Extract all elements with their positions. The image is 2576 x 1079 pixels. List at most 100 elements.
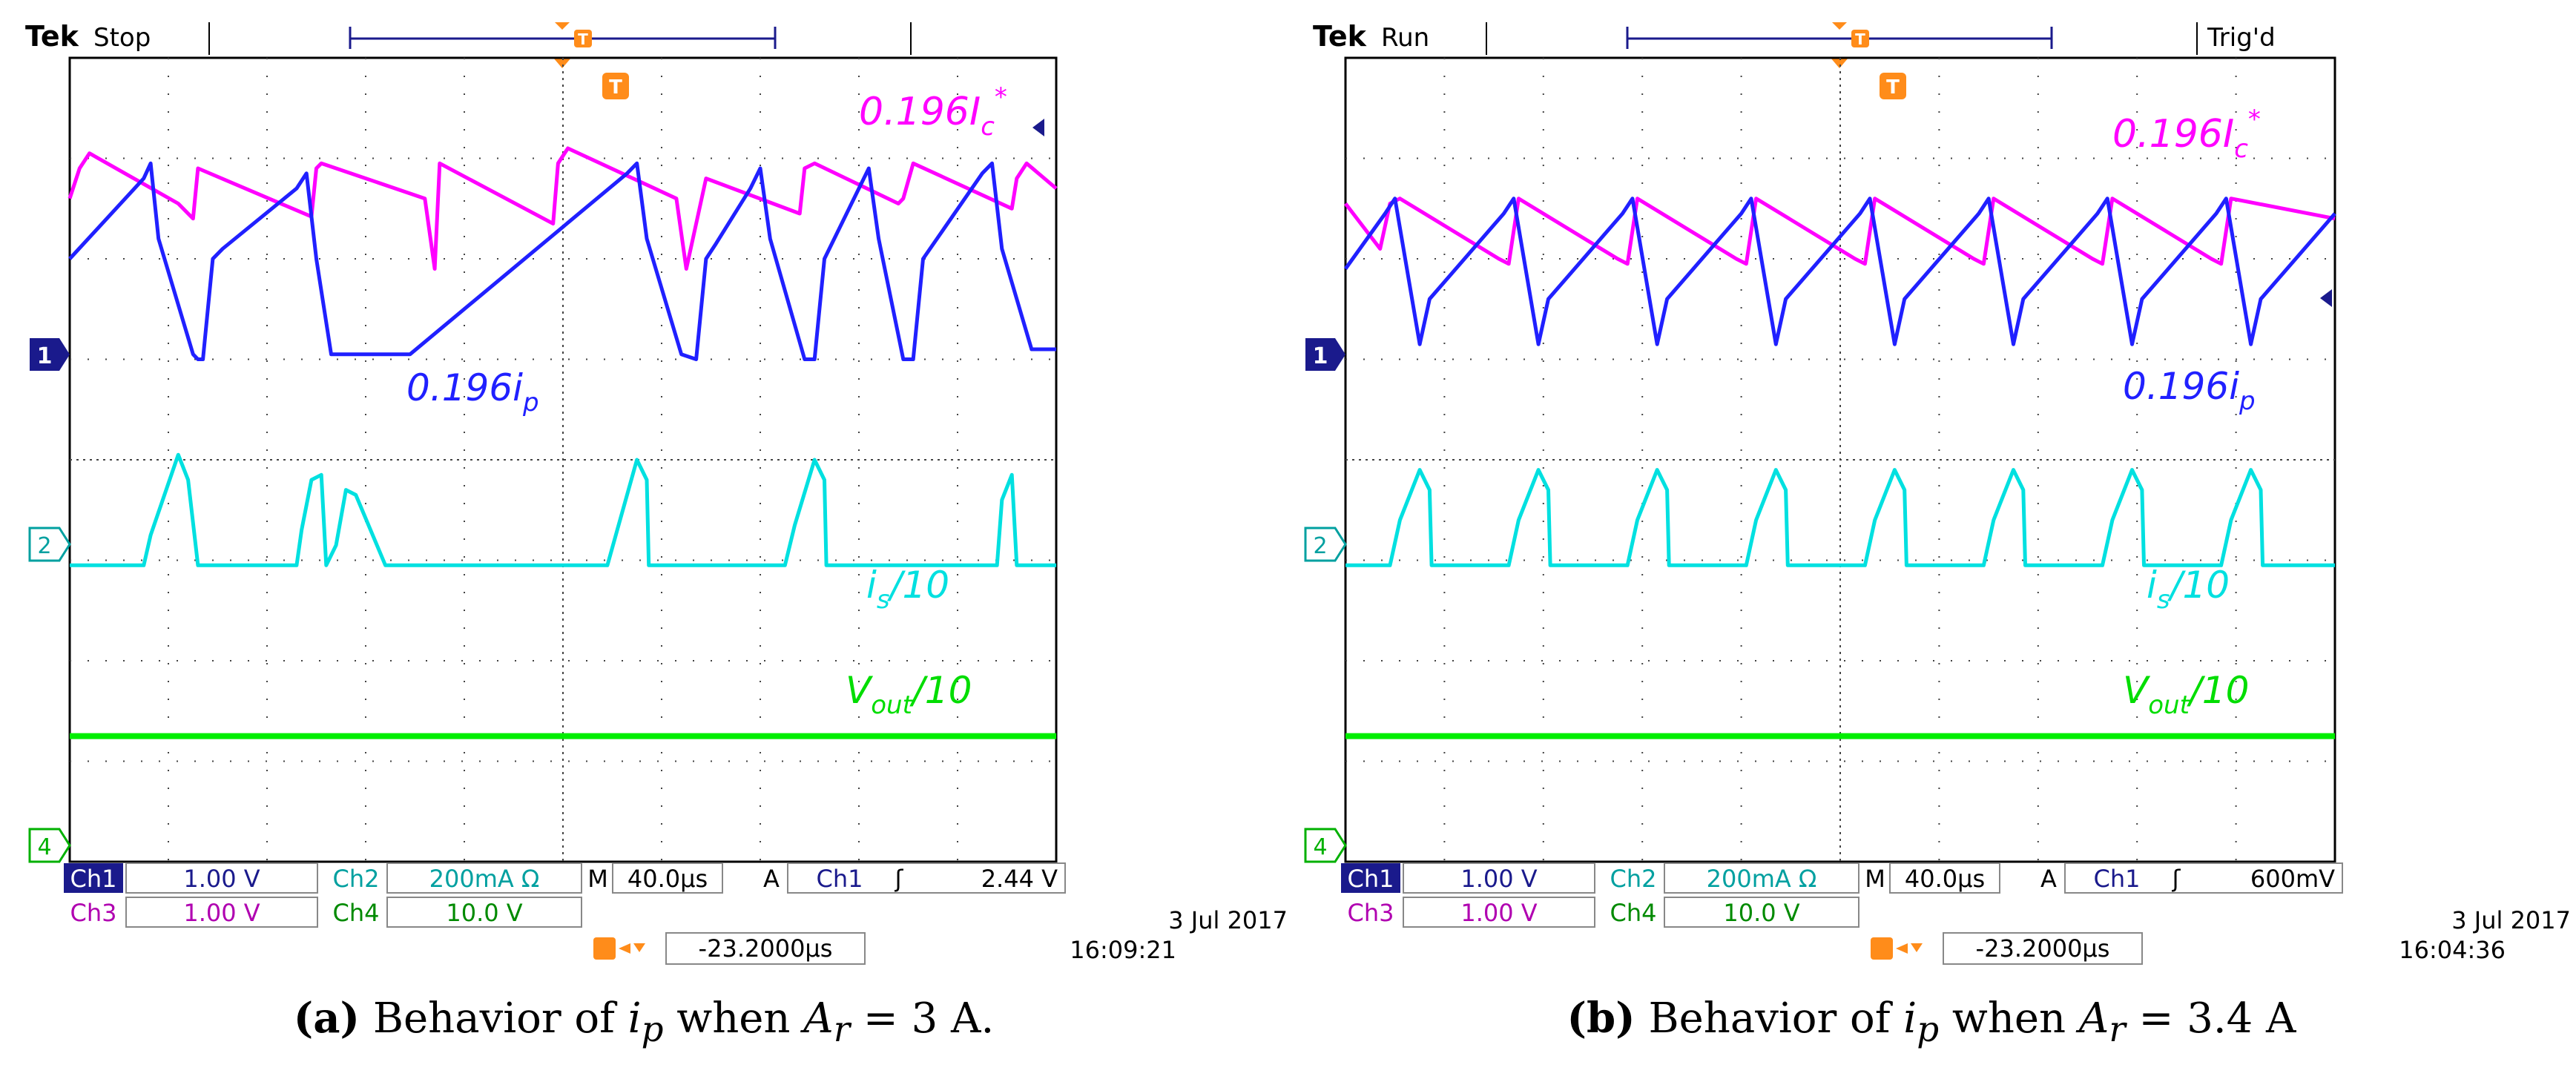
ch4-ground-marker: 4 bbox=[28, 828, 71, 863]
ip-trace-label: 0.196ip bbox=[2123, 365, 2256, 416]
ch3-scale: 1.00 V bbox=[183, 899, 260, 927]
trace-ch2 bbox=[1345, 468, 2335, 567]
trace-ch2 bbox=[70, 452, 1056, 567]
caption-a-var2: A bbox=[803, 994, 834, 1043]
record-window-indicator: T bbox=[349, 22, 777, 49]
delay-arrow-icon bbox=[1896, 943, 1908, 954]
vout-trace-label: Vout/10 bbox=[846, 669, 972, 720]
scope-panel-b: Tek Run Trig'd T T 1 2 4 bbox=[1288, 0, 2575, 1079]
timebase-tag: M bbox=[1865, 865, 1885, 893]
ch3-tag: Ch3 bbox=[70, 899, 117, 927]
ch4-scale: 10.0 V bbox=[1723, 899, 1799, 927]
trace-ch1 bbox=[68, 161, 1056, 361]
date-readout: 3 Jul 2017 bbox=[2451, 906, 2571, 934]
timebase-tag: M bbox=[587, 865, 608, 893]
acq-state: Run bbox=[1381, 23, 1429, 53]
trigger-position-arrow bbox=[553, 58, 571, 68]
ch4-tag: Ch4 bbox=[1610, 899, 1657, 927]
graticule-a bbox=[68, 56, 1058, 863]
tek-logo: Tek bbox=[1313, 20, 1367, 53]
window-trigger-label: T bbox=[578, 30, 588, 48]
date-readout: 3 Jul 2017 bbox=[1168, 906, 1288, 934]
trigger-source: Ch1 bbox=[817, 865, 863, 893]
ch1-tag: Ch1 bbox=[1348, 865, 1394, 893]
scope-panel-a: Tek Stop T T 1 2 bbox=[0, 20, 1288, 1050]
ch2-tag: Ch2 bbox=[333, 865, 380, 893]
ch4-marker-label: 4 bbox=[37, 834, 51, 860]
caption-b-post: = 3.4 A bbox=[2125, 994, 2296, 1043]
trigger-tag: A bbox=[763, 865, 780, 893]
ch4-tag: Ch4 bbox=[333, 899, 380, 927]
caption-a: (a) Behavior of ip when Ar = 3 A. bbox=[0, 994, 1288, 1050]
delay-trigger-icon bbox=[593, 937, 616, 960]
caption-b-sub2: r bbox=[2109, 1010, 2126, 1051]
ch4-marker-label: 4 bbox=[1313, 834, 1327, 860]
is-trace-label: is/10 bbox=[866, 564, 949, 615]
readout-b: Ch1 1.00 V Ch2 200mA Ω M 40.0µs A Ch1 ʃ … bbox=[1341, 862, 2571, 965]
caption-b: (b) Behavior of ip when Ar = 3.4 A bbox=[1288, 994, 2575, 1050]
trace-ch3 bbox=[1344, 197, 2336, 266]
delay-trigger-icon bbox=[1871, 937, 1893, 960]
caption-b-pre: Behavior of bbox=[1648, 994, 1904, 1043]
window-trigger-label: T bbox=[1855, 30, 1865, 48]
caption-b-var2: A bbox=[2078, 994, 2109, 1043]
timebase-value: 40.0µs bbox=[627, 865, 708, 893]
is-trace-label: is/10 bbox=[2147, 564, 2230, 615]
record-window-indicator: T bbox=[1626, 22, 2053, 49]
ic-trace-label: 0.196Ic* bbox=[2112, 105, 2261, 164]
trigger-delay: -23.2000µs bbox=[1976, 934, 2110, 963]
ch2-scale: 200mA Ω bbox=[429, 865, 540, 893]
caption-a-var: i bbox=[627, 994, 642, 1043]
ch3-scale: 1.00 V bbox=[1460, 899, 1537, 927]
ch2-ground-marker: 2 bbox=[28, 527, 71, 562]
ch1-scale: 1.00 V bbox=[1460, 865, 1537, 893]
ch2-ground-marker: 2 bbox=[1304, 527, 1347, 562]
caption-b-var: i bbox=[1903, 994, 1917, 1043]
trigger-slope-icon: ʃ bbox=[2172, 865, 2181, 893]
scope-screen-b: Tek Run Trig'd T T 1 2 4 bbox=[1304, 20, 2571, 965]
caption-a-post: = 3 A. bbox=[850, 994, 995, 1043]
trig-status: Trig'd bbox=[2207, 23, 2276, 53]
tek-logo: Tek bbox=[25, 20, 79, 53]
ch2-marker-label: 2 bbox=[37, 533, 51, 559]
caption-b-letter: (b) bbox=[1567, 994, 1635, 1043]
caption-a-pre: Behavior of bbox=[372, 994, 628, 1043]
caption-a-sub2: r bbox=[833, 1010, 851, 1051]
ch2-scale: 200mA Ω bbox=[1707, 865, 1817, 893]
trigger-marker-icon: T bbox=[602, 73, 629, 99]
ch1-marker-label: 1 bbox=[37, 343, 53, 369]
ip-trace-label: 0.196ip bbox=[406, 366, 539, 418]
ch1-scale: 1.00 V bbox=[183, 865, 260, 893]
ch3-tag: Ch3 bbox=[1348, 899, 1394, 927]
trigger-marker-label: T bbox=[609, 76, 622, 99]
trigger-source: Ch1 bbox=[2094, 865, 2141, 893]
ch1-ref-arrow-icon bbox=[1032, 119, 1044, 136]
ch2-marker-label: 2 bbox=[1313, 533, 1327, 559]
acq-state: Stop bbox=[93, 23, 151, 53]
time-readout: 16:04:36 bbox=[2399, 936, 2506, 964]
trace-ch1 bbox=[1343, 197, 2336, 346]
trigger-level: 600mV bbox=[2250, 865, 2335, 893]
caption-a-mid: when bbox=[663, 994, 804, 1043]
graticule-b bbox=[1344, 56, 2336, 863]
caption-b-sub: p bbox=[1917, 1010, 1940, 1051]
caption-a-letter: (a) bbox=[293, 994, 360, 1043]
traces-b bbox=[1343, 197, 2336, 739]
trigger-slope-icon: ʃ bbox=[895, 865, 904, 893]
time-readout: 16:09:21 bbox=[1070, 936, 1176, 964]
timebase-value: 40.0µs bbox=[1905, 865, 1985, 893]
trigger-marker-icon: T bbox=[1880, 73, 1906, 99]
ch1-ground-marker: 1 bbox=[30, 338, 70, 371]
trigger-level: 2.44 V bbox=[981, 865, 1058, 893]
trigger-position-arrow bbox=[1831, 58, 1848, 68]
readout-a: Ch1 1.00 V Ch2 200mA Ω M 40.0µs A Ch1 ʃ … bbox=[64, 862, 1288, 965]
traces-a bbox=[67, 146, 1058, 739]
ch1-marker-label: 1 bbox=[1313, 343, 1328, 369]
ch4-scale: 10.0 V bbox=[446, 899, 522, 927]
ic-trace-label: 0.196Ic* bbox=[859, 82, 1007, 142]
ch4-ground-marker: 4 bbox=[1304, 828, 1347, 863]
trace-ch3 bbox=[67, 146, 1058, 271]
delay-arrow-icon bbox=[619, 943, 630, 954]
ch2-tag: Ch2 bbox=[1610, 865, 1657, 893]
caption-a-sub: p bbox=[641, 1010, 664, 1051]
